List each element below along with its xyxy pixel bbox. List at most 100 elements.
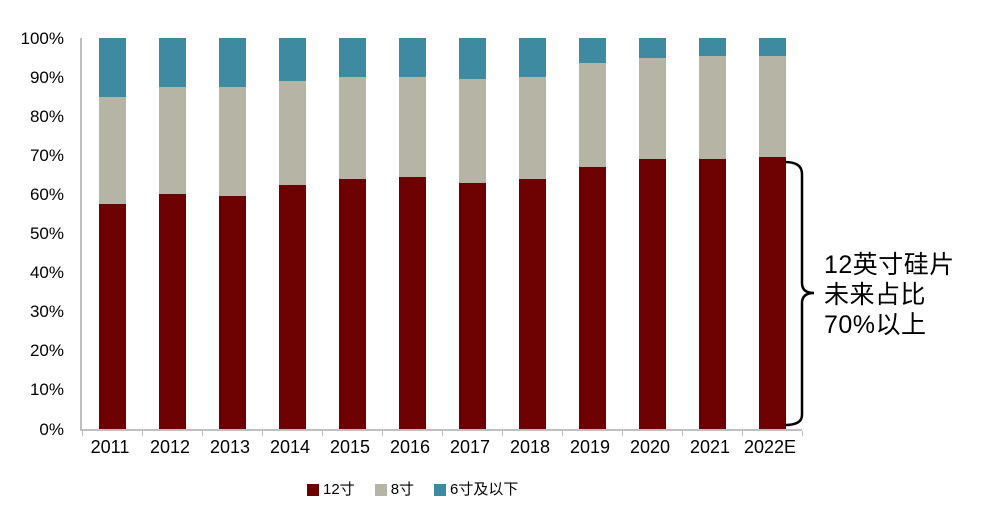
y-axis-label: 0% [39,419,64,439]
bar-2021 [698,38,726,429]
bar-slot [502,38,562,429]
bar-segment [638,57,666,160]
x-tick [441,431,443,436]
bar-2017 [458,38,486,429]
bar-segment [578,38,606,64]
bars-container [82,38,802,429]
legend-item: 8寸 [374,481,415,498]
bar-segment [338,38,366,78]
x-axis-label: 2022E [743,437,797,457]
x-axis-label: 2011 [90,437,130,457]
bar-segment [278,81,306,185]
legend-label: 8寸 [390,481,415,498]
y-axis-label: 10% [29,380,64,400]
bar-segment [158,194,186,429]
x-tick [261,431,263,436]
bar-segment [158,38,186,87]
x-axis-label: 2015 [329,437,371,457]
x-axis-label: 2018 [509,437,551,457]
y-axis-label: 60% [29,184,64,204]
bar-2016 [398,38,426,429]
bar-slot [82,38,142,429]
legend-label: 12寸 [323,481,355,498]
bar-segment [698,55,726,160]
bar-segment [518,77,546,179]
bar-slot [442,38,502,429]
bar-slot [382,38,442,429]
x-tick [801,431,803,436]
y-axis-label: 50% [29,224,64,243]
y-axis: 100% 90% 80% 70% 60% 50% 40% 30% 20% 10% 0% [0,30,64,438]
bar-segment [758,157,786,429]
bar-segment [638,159,666,429]
x-axis-label: 2013 [209,437,251,457]
bar-segment [518,38,546,78]
x-tick [681,431,683,436]
bar-segment [578,63,606,168]
curly-brace-path [784,160,815,427]
legend-swatch-icon [307,484,319,496]
bar-segment [698,159,726,429]
legend-swatch-icon [434,484,447,496]
bar-2020 [638,38,666,429]
bar-slot [622,38,682,429]
x-axis: 2011 2012 2013 2014 2015 2016 2017 2018 2019 2020… [80,437,800,457]
bar-segment [458,182,486,429]
x-tick [741,431,743,436]
legend-item: 12寸 [307,482,355,498]
bar-segment [98,96,126,205]
x-tick [201,431,203,436]
annotation-line-2: 未来占比 [824,281,927,309]
bar-segment [98,38,126,97]
annotation-line-3: 70%以上 [824,311,927,339]
legend-swatch-icon [374,484,387,496]
bar-slot [562,38,622,429]
bar-2014 [278,38,306,429]
y-axis-label: 30% [29,302,64,322]
x-tick [621,431,623,436]
bar-segment [218,38,246,87]
bar-slot [682,38,742,429]
bar-slot [142,38,202,429]
bar-slot [262,38,322,429]
plot-area [80,38,803,436]
bar-2022E [758,38,786,429]
bar-segment [338,77,366,179]
bar-segment [398,38,426,78]
bar-2013 [218,38,246,429]
annotation-line-1: 12英寸硅片 [824,251,955,279]
x-axis-label: 2012 [149,437,191,457]
y-axis-label: 40% [29,263,64,283]
bar-segment [398,77,426,177]
bar-segment [758,38,786,56]
bar-slot [322,38,382,429]
y-axis-label: 100% [20,28,64,48]
bar-slot [742,38,802,429]
bar-2011 [98,38,126,429]
legend: 12寸 8寸 6寸及以下 [307,482,518,498]
x-axis-ticks [81,429,803,436]
x-tick [141,431,143,436]
bar-2018 [518,38,546,429]
x-axis-label: 2020 [629,437,671,457]
bar-segment [638,38,666,58]
bar-slot [202,38,262,429]
bar-2015 [338,38,366,429]
bar-2019 [578,38,606,429]
bar-segment [398,176,426,429]
bar-segment [458,38,486,80]
bar-segment [218,86,246,197]
bar-segment [278,184,306,429]
legend-item: 6寸及以下 [434,482,518,498]
bar-segment [758,55,786,158]
bar-segment [278,38,306,82]
bar-segment [458,79,486,183]
y-axis-label: 70% [29,145,64,165]
bar-segment [518,178,546,429]
x-tick [501,431,503,436]
x-axis-label: 2017 [449,437,491,457]
x-axis-label: 2014 [269,437,311,457]
x-tick [561,431,563,436]
annotation: 12英寸硅片 未来占比 70%以上 [824,250,984,340]
